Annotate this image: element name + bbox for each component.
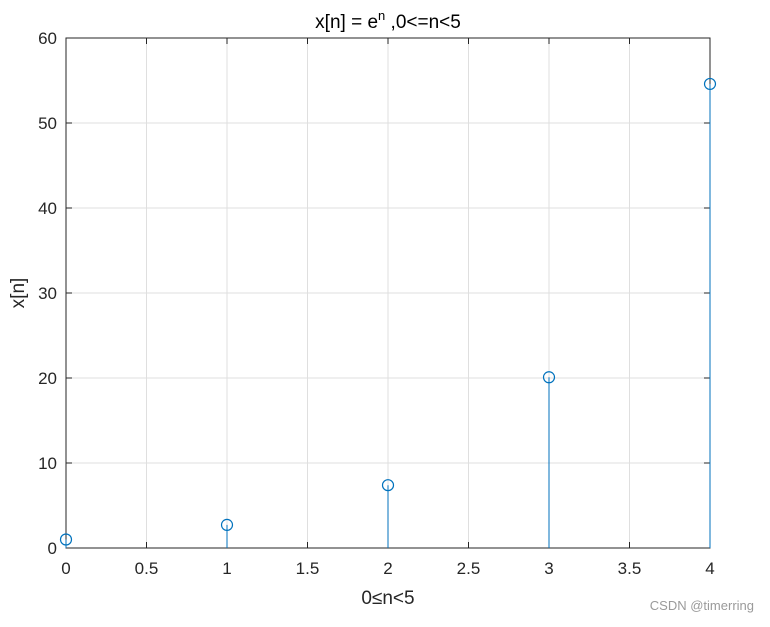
chart-title-superscript: n <box>378 8 385 23</box>
x-tick-label: 3.5 <box>618 559 642 578</box>
data-series <box>59 77 717 548</box>
chart-title-main: x[n] = e <box>315 12 378 33</box>
x-tick-label: 2.5 <box>457 559 481 578</box>
x-tick-label: 1.5 <box>296 559 320 578</box>
x-tick-label: 4 <box>705 559 714 578</box>
y-tick-label: 50 <box>38 114 57 133</box>
stem-marker <box>542 371 556 384</box>
x-tick-label: 0 <box>61 559 70 578</box>
watermark: CSDN @timerring <box>650 598 754 613</box>
stem-marker <box>220 518 234 531</box>
stem-marker <box>59 533 73 546</box>
y-tick-label: 30 <box>38 284 57 303</box>
y-tick-label: 10 <box>38 454 57 473</box>
x-tick-label: 3 <box>544 559 553 578</box>
chart-title-suffix: ,0<=n<5 <box>385 12 461 33</box>
grid-lines <box>65 37 711 549</box>
x-axis-label: 0≤n<5 <box>361 588 414 609</box>
x-tick-label: 1 <box>222 559 231 578</box>
x-tick-label: 2 <box>383 559 392 578</box>
y-tick-label: 0 <box>48 539 57 558</box>
x-tick-label: 0.5 <box>135 559 159 578</box>
chart-title: x[n] = en ,0<=n<5 <box>315 8 461 33</box>
y-tick-label: 20 <box>38 369 57 388</box>
stem-marker <box>703 77 717 91</box>
stem-marker <box>381 479 395 492</box>
y-tick-label: 60 <box>38 29 57 48</box>
y-axis-label: x[n] <box>8 278 29 309</box>
y-tick-label: 40 <box>38 199 57 218</box>
